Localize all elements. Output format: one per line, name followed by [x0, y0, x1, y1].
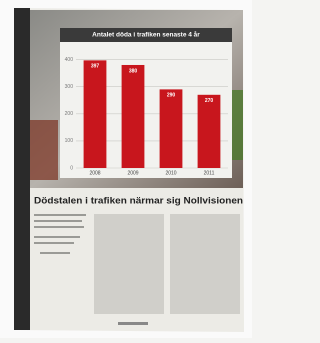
page: Antalet döda i trafiken senaste 4 år 0 10…	[0, 0, 252, 338]
text-line	[34, 242, 74, 244]
chart: Antalet döda i trafiken senaste 4 år 0 10…	[60, 28, 232, 178]
text-line	[34, 226, 84, 228]
text-line	[34, 220, 82, 222]
value-label: 270	[205, 98, 214, 104]
bar	[160, 89, 183, 168]
y-tick-label: 300	[65, 84, 74, 90]
photo-detail	[232, 90, 243, 160]
text-line	[34, 236, 80, 238]
x-tick-label: 2011	[204, 170, 215, 176]
x-tick-label: 2008	[89, 170, 100, 176]
value-label: 380	[129, 68, 138, 74]
footer	[118, 322, 148, 325]
bar	[84, 60, 107, 168]
bar	[198, 95, 221, 168]
text-line	[40, 252, 70, 254]
text-line	[34, 214, 86, 216]
photo: Antalet döda i trafiken senaste 4 år 0 10…	[0, 0, 252, 338]
bar	[122, 65, 145, 168]
value-label: 290	[167, 93, 176, 99]
text-column	[94, 214, 164, 314]
x-tick-label: 2009	[127, 170, 138, 176]
page-edge	[14, 8, 30, 330]
photo-detail	[30, 120, 58, 180]
x-tick-label: 2010	[165, 170, 176, 176]
y-tick-label: 100	[65, 138, 74, 144]
y-tick-label: 400	[65, 57, 74, 63]
headline: Dödstalen i trafiken närmar sig Nollvisi…	[34, 195, 243, 205]
value-label: 397	[91, 64, 100, 70]
chart-title: Antalet döda i trafiken senaste 4 år	[92, 31, 200, 39]
y-tick-label: 0	[70, 165, 73, 171]
text-column	[170, 214, 240, 314]
y-tick-label: 200	[65, 111, 74, 117]
